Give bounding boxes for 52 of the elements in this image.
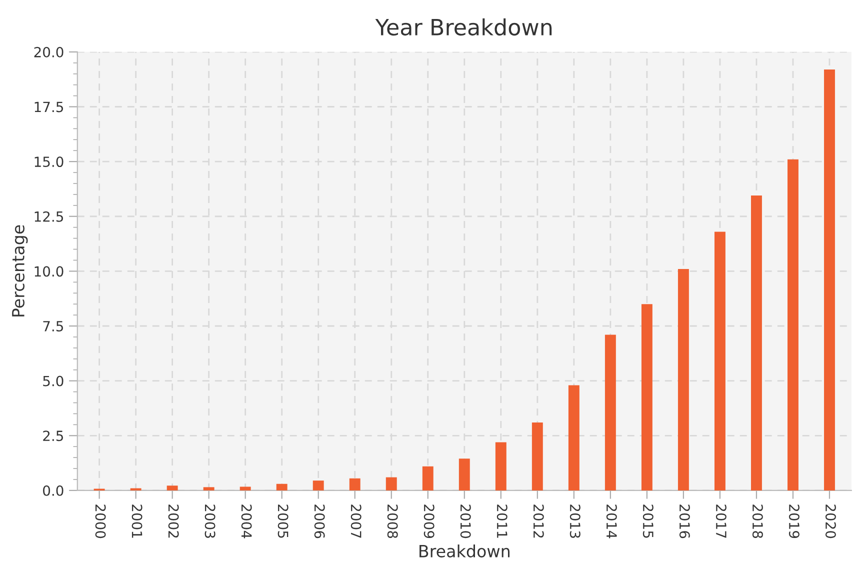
bar: [349, 478, 360, 490]
x-axis-title: Breakdown: [420, 544, 510, 558]
y-tick-label: 7.5: [43, 321, 63, 332]
bar: [788, 159, 798, 490]
x-tick-label: 2010: [460, 504, 471, 538]
bar: [203, 487, 214, 490]
x-tick-label: 2002: [168, 504, 179, 538]
y-tick-label: 20.0: [34, 46, 64, 58]
x-tick-label: 2011: [496, 504, 508, 538]
bar: [678, 268, 689, 490]
bar: [276, 484, 288, 490]
bar: [166, 486, 178, 490]
bar: [532, 422, 543, 490]
bar: [604, 334, 616, 490]
x-tick-label: 2007: [350, 504, 362, 538]
y-tick-label: 2.5: [43, 430, 63, 442]
bar: [714, 232, 726, 490]
y-tick-label: 12.5: [34, 211, 63, 222]
bar: [240, 486, 251, 490]
y-tick-label: 15.0: [34, 156, 64, 168]
bar: [495, 442, 506, 490]
bar: [751, 196, 762, 490]
bar: [568, 385, 580, 490]
x-tick-label: 2009: [424, 504, 434, 538]
x-tick-label: 2005: [278, 504, 288, 538]
bar: [641, 304, 652, 490]
y-tick-label: 10.0: [34, 266, 64, 277]
bar: [386, 477, 397, 490]
y-tick-label: 0.0: [43, 485, 64, 496]
bar: [824, 69, 835, 490]
chart-title: Year Breakdown: [375, 18, 552, 36]
x-tick-label: 2018: [752, 504, 763, 538]
x-tick-label: 2016: [679, 504, 690, 538]
x-tick-label: 2020: [825, 504, 836, 538]
x-tick-label: 2012: [533, 504, 544, 538]
x-tick-label: 2013: [570, 504, 580, 538]
x-tick-label: 2017: [716, 504, 726, 538]
x-tick-label: 2008: [387, 504, 398, 538]
x-tick-label: 2015: [642, 504, 654, 538]
bar: [422, 466, 434, 490]
y-tick-label: 5.0: [43, 376, 64, 386]
bar: [458, 458, 470, 490]
x-tick-label: 2006: [314, 504, 325, 538]
y-tick-label: 17.5: [34, 102, 63, 112]
bar: [312, 480, 324, 490]
y-axis-title: Percentage: [12, 225, 28, 316]
x-tick-label: 2019: [788, 504, 800, 538]
x-tick-label: 2014: [606, 504, 617, 538]
x-tick-label: 2001: [132, 504, 142, 538]
x-tick-label: 2003: [204, 504, 216, 538]
x-tick-label: 2000: [95, 504, 106, 538]
x-tick-label: 2004: [241, 504, 252, 538]
